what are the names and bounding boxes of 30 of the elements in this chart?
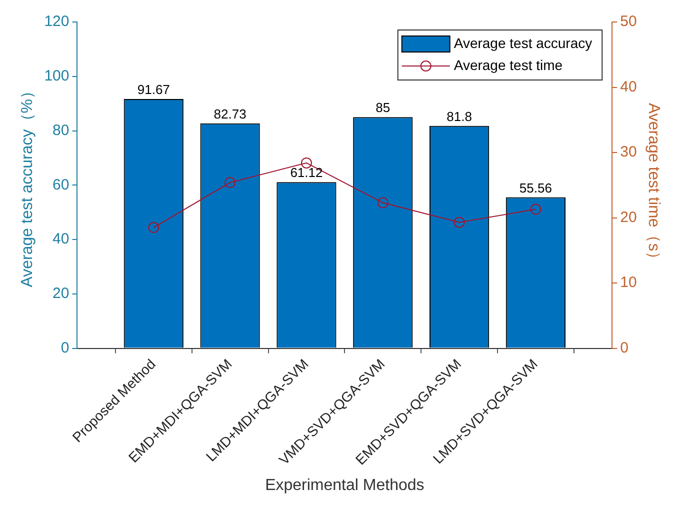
y2-tick-label: 50 (620, 13, 637, 30)
y-tick-label: 0 (60, 339, 70, 356)
legend-label: Average test accuracy (454, 34, 592, 51)
point (224, 177, 236, 188)
x-axis-title: Experimental Methods (265, 476, 424, 494)
point (377, 197, 388, 208)
y-tick-label: 60 (52, 176, 70, 194)
data-label: 61.12 (290, 165, 323, 180)
data-label: 55.56 (519, 180, 552, 196)
y-tick-label: 100 (44, 68, 70, 85)
data-label: 81.8 (446, 108, 472, 124)
legend-label: Average test time (454, 56, 563, 73)
y-tick-label: 80 (52, 122, 70, 139)
y2-tick-label: 20 (620, 208, 637, 226)
y-tick-label: 120 (44, 13, 70, 30)
point (300, 157, 312, 168)
y2-axis-title: Average test time（s） (644, 103, 662, 268)
data-label: 82.73 (214, 106, 246, 122)
data-label: 91.67 (137, 82, 170, 98)
y2-tick-label: 30 (620, 144, 637, 161)
y-axis-title: Average test accuracy（%） (19, 83, 36, 288)
y2-tick-label: 0 (620, 339, 628, 356)
y2-tick-label: 40 (620, 78, 637, 96)
y2-tick-label: 10 (620, 274, 637, 292)
point (454, 216, 465, 228)
point (530, 204, 542, 215)
point (148, 222, 160, 234)
y-tick-label: 20 (52, 285, 70, 302)
y-tick-label: 40 (52, 230, 70, 248)
data-label: 85 (376, 100, 390, 116)
